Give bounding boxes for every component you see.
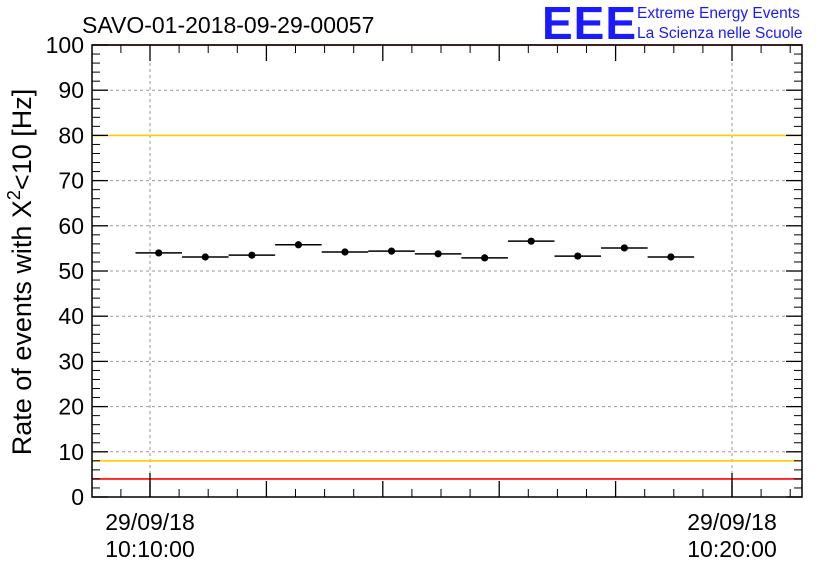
y-tick-label: 20 — [58, 394, 84, 420]
x-tick-label-date: 29/09/18 — [687, 509, 777, 535]
data-series — [135, 237, 695, 262]
x-tick-label-date: 29/09/18 — [105, 509, 195, 535]
y-tick-label: 80 — [58, 122, 84, 148]
y-tick-label: 30 — [58, 348, 84, 374]
eee-logo: EEE Extreme Energy Events La Scienza nel… — [542, 0, 802, 49]
y-tick-label: 10 — [58, 439, 84, 465]
logo-line-2: La Scienza nelle Scuole — [637, 25, 802, 42]
y-tick-label: 100 — [46, 32, 84, 58]
y-axis-label-suffix: <10 [Hz] — [7, 89, 37, 190]
logo-mark: EEE — [542, 0, 637, 49]
logo-line-1: Extreme Energy Events — [637, 5, 800, 22]
y-axis: 0 10 20 30 40 50 60 70 80 90 100 — [46, 32, 802, 510]
data-point — [294, 241, 303, 249]
x-tick-label-time: 10:20:00 — [687, 536, 777, 562]
data-point — [434, 250, 442, 258]
y-tick-label: 50 — [58, 258, 84, 284]
data-point — [620, 244, 628, 252]
reference-lines — [92, 44, 802, 480]
data-point — [341, 248, 349, 256]
x-tick-label-time: 10:10:00 — [105, 536, 195, 562]
y-tick-label: 60 — [58, 213, 84, 239]
data-point — [248, 251, 256, 259]
y-axis-label-prefix: Rate of events with X — [7, 200, 37, 455]
y-tick-label: 70 — [58, 168, 84, 194]
chart-title: SAVO-01-2018-09-29-00057 — [82, 12, 374, 38]
data-point — [574, 252, 582, 260]
data-point — [201, 253, 209, 261]
grid-layer — [92, 45, 802, 497]
data-point — [481, 254, 489, 262]
y-axis-label: Rate of events with X2<10 [Hz] — [4, 89, 37, 455]
y-axis-label-superscript: 2 — [4, 190, 24, 200]
y-tick-label: 0 — [71, 484, 84, 510]
data-point — [155, 249, 163, 257]
y-tick-label: 90 — [58, 77, 84, 103]
data-point — [527, 237, 535, 245]
data-point — [387, 247, 396, 255]
y-tick-label: 40 — [58, 303, 84, 329]
data-point — [667, 253, 675, 261]
